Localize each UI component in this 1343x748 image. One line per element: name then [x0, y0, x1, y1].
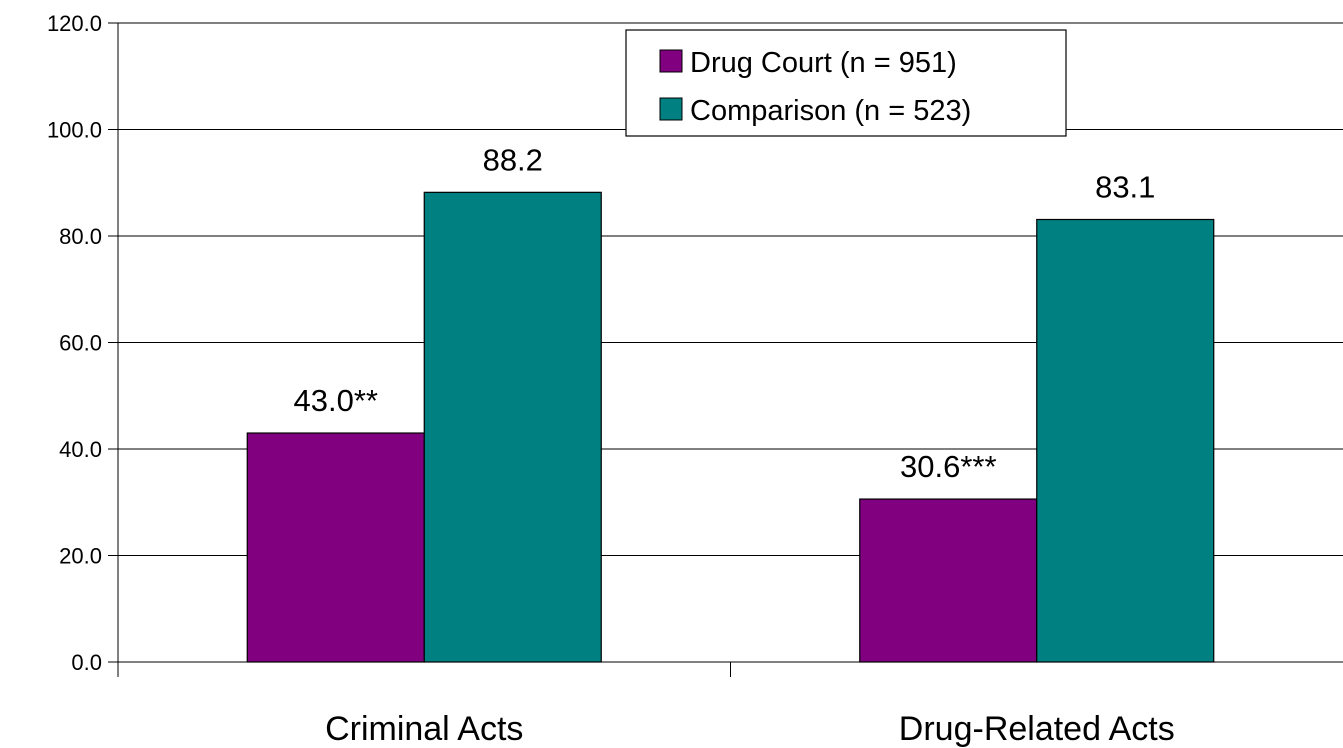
data-label: 30.6*** — [900, 449, 997, 484]
legend-label: Drug Court (n = 951) — [690, 47, 957, 79]
legend: Drug Court (n = 951) Comparison (n = 523) — [625, 29, 1067, 137]
legend-box — [625, 29, 1067, 137]
bar-drug-court — [859, 498, 1038, 663]
legend-swatch — [659, 49, 683, 73]
data-label: 83.1 — [1095, 169, 1155, 204]
y-tick-label: 20.0 — [59, 544, 102, 569]
bar-comparison — [1036, 218, 1215, 663]
category-label: Criminal Acts — [325, 710, 523, 748]
bars — [246, 191, 1215, 663]
bar-comparison — [423, 191, 602, 663]
y-tick-label: 0.0 — [71, 650, 102, 675]
labels: 0.0 20.0 40.0 60.0 80.0 100.0 120.0 43.0** 88.2 C… — [47, 11, 1175, 748]
legend-swatch — [659, 97, 683, 121]
data-label: 88.2 — [483, 142, 543, 177]
axes — [108, 22, 1343, 677]
bar-drug-court — [246, 432, 425, 663]
data-label: 43.0** — [294, 383, 378, 418]
y-tick-label: 100.0 — [47, 118, 102, 143]
y-tick-label: 40.0 — [59, 437, 102, 462]
category-label: Drug-Related Acts — [899, 710, 1175, 748]
y-tick-label: 80.0 — [59, 224, 102, 249]
y-tick-label: 120.0 — [47, 11, 102, 36]
legend-label: Comparison (n = 523) — [690, 95, 971, 127]
y-tick-label: 60.0 — [59, 331, 102, 356]
